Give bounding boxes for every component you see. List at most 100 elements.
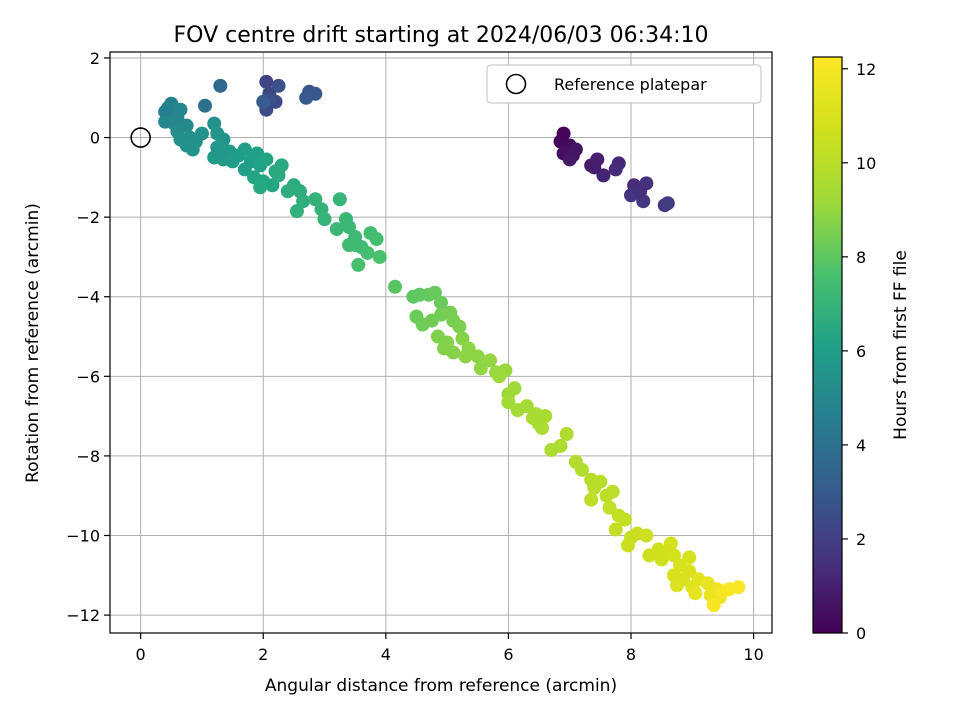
colorbar-tick-label: 2 <box>856 530 866 549</box>
data-point <box>434 295 448 310</box>
data-point <box>185 142 200 157</box>
data-point <box>519 399 534 414</box>
colorbar: 0 2 4 6 8 10 12 Hours from first FF file <box>812 56 911 643</box>
colorbar-tick-label: 0 <box>856 624 866 643</box>
data-point <box>669 578 684 593</box>
x-tick-label: 8 <box>626 645 636 664</box>
x-axis-label: Angular distance from reference (arcmin) <box>265 676 617 696</box>
y-tick-label: −6 <box>76 367 100 386</box>
data-point <box>525 411 540 426</box>
colorbar-tick-label: 8 <box>856 248 866 267</box>
x-tick-label: 10 <box>743 645 763 664</box>
data-point <box>559 427 574 442</box>
x-axis-ticks: 0 2 4 6 8 10 <box>136 633 764 664</box>
data-point <box>351 257 366 272</box>
data-point <box>237 142 252 157</box>
data-point <box>633 184 648 199</box>
data-point <box>259 74 274 89</box>
data-point <box>372 249 387 264</box>
legend-marker <box>505 73 527 95</box>
data-point <box>605 484 620 499</box>
data-point <box>584 492 599 507</box>
data-point <box>198 98 213 113</box>
colorbar-tick-label: 10 <box>856 154 876 173</box>
data-point <box>332 192 347 207</box>
data-point <box>574 462 589 477</box>
data-point <box>682 550 697 565</box>
colorbar-tick-label: 6 <box>856 342 866 361</box>
data-point <box>492 369 507 384</box>
x-tick-label: 6 <box>503 645 513 664</box>
data-point <box>688 586 703 601</box>
x-tick-label: 0 <box>136 645 146 664</box>
data-point <box>360 245 375 260</box>
colorbar-gradient <box>812 56 843 634</box>
data-point <box>329 222 344 237</box>
data-point <box>173 102 188 117</box>
data-point <box>317 212 332 227</box>
data-point <box>587 160 602 175</box>
data-point <box>660 196 675 211</box>
data-point <box>473 361 488 376</box>
data-point <box>553 438 568 453</box>
y-tick-label: −12 <box>66 606 100 625</box>
colorbar-tick-label: 12 <box>856 60 876 79</box>
data-point <box>369 232 384 247</box>
y-tick-label: −8 <box>76 447 100 466</box>
y-tick-label: −10 <box>66 527 100 546</box>
legend: Reference platepar <box>486 64 762 104</box>
data-point <box>722 582 737 597</box>
data-point <box>608 522 623 537</box>
data-point <box>663 536 678 551</box>
data-point <box>194 126 209 141</box>
data-point <box>639 528 654 543</box>
y-axis-ticks: 2 0 −2 −4 −6 −8 −10 −12 <box>66 49 110 625</box>
legend-box <box>486 64 762 104</box>
grid <box>110 52 772 633</box>
y-axis-label: Rotation from reference (arcmin) <box>23 203 43 483</box>
data-point <box>237 162 252 177</box>
colorbar-label: Hours from first FF file <box>891 250 911 440</box>
data-point <box>483 353 498 368</box>
plot-area-frame <box>109 51 773 634</box>
legend-entry: Reference platepar <box>554 75 707 94</box>
data-point <box>271 78 286 93</box>
data-points <box>158 74 746 613</box>
y-tick-label: −2 <box>76 208 100 227</box>
data-point <box>706 598 721 613</box>
data-point <box>213 146 228 161</box>
data-point <box>253 180 268 195</box>
colorbar-tick-label: 4 <box>856 436 866 455</box>
data-point <box>470 349 485 364</box>
data-point <box>452 319 467 334</box>
data-point <box>682 564 697 579</box>
chart-title: FOV centre drift starting at 2024/06/03 … <box>174 23 709 48</box>
x-tick-label: 4 <box>381 645 391 664</box>
data-point <box>617 512 632 527</box>
data-point <box>388 279 403 294</box>
data-point <box>602 500 617 515</box>
data-point <box>259 152 274 167</box>
data-point <box>256 94 271 109</box>
data-point <box>538 409 553 424</box>
data-point <box>437 341 452 356</box>
y-tick-label: 2 <box>90 49 100 68</box>
data-point <box>507 381 522 396</box>
data-point <box>596 168 611 183</box>
x-tick-label: 2 <box>258 645 268 664</box>
y-tick-label: 0 <box>90 129 100 148</box>
colorbar-ticks: 0 2 4 6 8 10 12 <box>842 60 876 643</box>
data-point <box>620 538 635 553</box>
data-point <box>501 395 516 410</box>
y-tick-label: −4 <box>76 288 100 307</box>
data-point <box>299 90 314 105</box>
data-point <box>593 474 608 489</box>
data-point <box>213 78 228 93</box>
data-point <box>562 152 577 167</box>
data-point <box>280 184 295 199</box>
data-point <box>289 204 304 219</box>
data-point <box>608 162 623 177</box>
data-point <box>348 238 363 253</box>
data-point <box>271 168 286 183</box>
